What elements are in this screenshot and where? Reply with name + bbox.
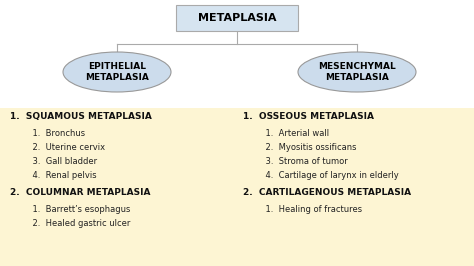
Text: 3.  Gall bladder: 3. Gall bladder <box>22 157 97 166</box>
Text: 4.  Renal pelvis: 4. Renal pelvis <box>22 171 97 180</box>
FancyBboxPatch shape <box>237 108 474 266</box>
Text: 1.  Barrett’s esophagus: 1. Barrett’s esophagus <box>22 205 130 214</box>
Text: EPITHELIAL
METAPLASIA: EPITHELIAL METAPLASIA <box>85 62 149 82</box>
Text: 1.  Bronchus: 1. Bronchus <box>22 129 85 138</box>
Text: 1.  Arterial wall: 1. Arterial wall <box>255 129 329 138</box>
Text: 2.  Uterine cervix: 2. Uterine cervix <box>22 143 105 152</box>
Text: 1.  Healing of fractures: 1. Healing of fractures <box>255 205 362 214</box>
Text: MESENCHYMAL
METAPLASIA: MESENCHYMAL METAPLASIA <box>318 62 396 82</box>
Text: 1.  OSSEOUS METAPLASIA: 1. OSSEOUS METAPLASIA <box>243 112 374 121</box>
FancyBboxPatch shape <box>176 5 298 31</box>
Text: 4.  Cartilage of larynx in elderly: 4. Cartilage of larynx in elderly <box>255 171 399 180</box>
Ellipse shape <box>298 52 416 92</box>
Text: 1.  SQUAMOUS METAPLASIA: 1. SQUAMOUS METAPLASIA <box>10 112 152 121</box>
Text: 2.  CARTILAGENOUS METAPLASIA: 2. CARTILAGENOUS METAPLASIA <box>243 188 411 197</box>
FancyBboxPatch shape <box>0 108 237 266</box>
Ellipse shape <box>63 52 171 92</box>
Text: 2.  COLUMNAR METAPLASIA: 2. COLUMNAR METAPLASIA <box>10 188 151 197</box>
Text: METAPLASIA: METAPLASIA <box>198 13 276 23</box>
Text: 3.  Stroma of tumor: 3. Stroma of tumor <box>255 157 348 166</box>
Text: 2.  Myositis ossificans: 2. Myositis ossificans <box>255 143 356 152</box>
Text: 2.  Healed gastric ulcer: 2. Healed gastric ulcer <box>22 219 130 228</box>
